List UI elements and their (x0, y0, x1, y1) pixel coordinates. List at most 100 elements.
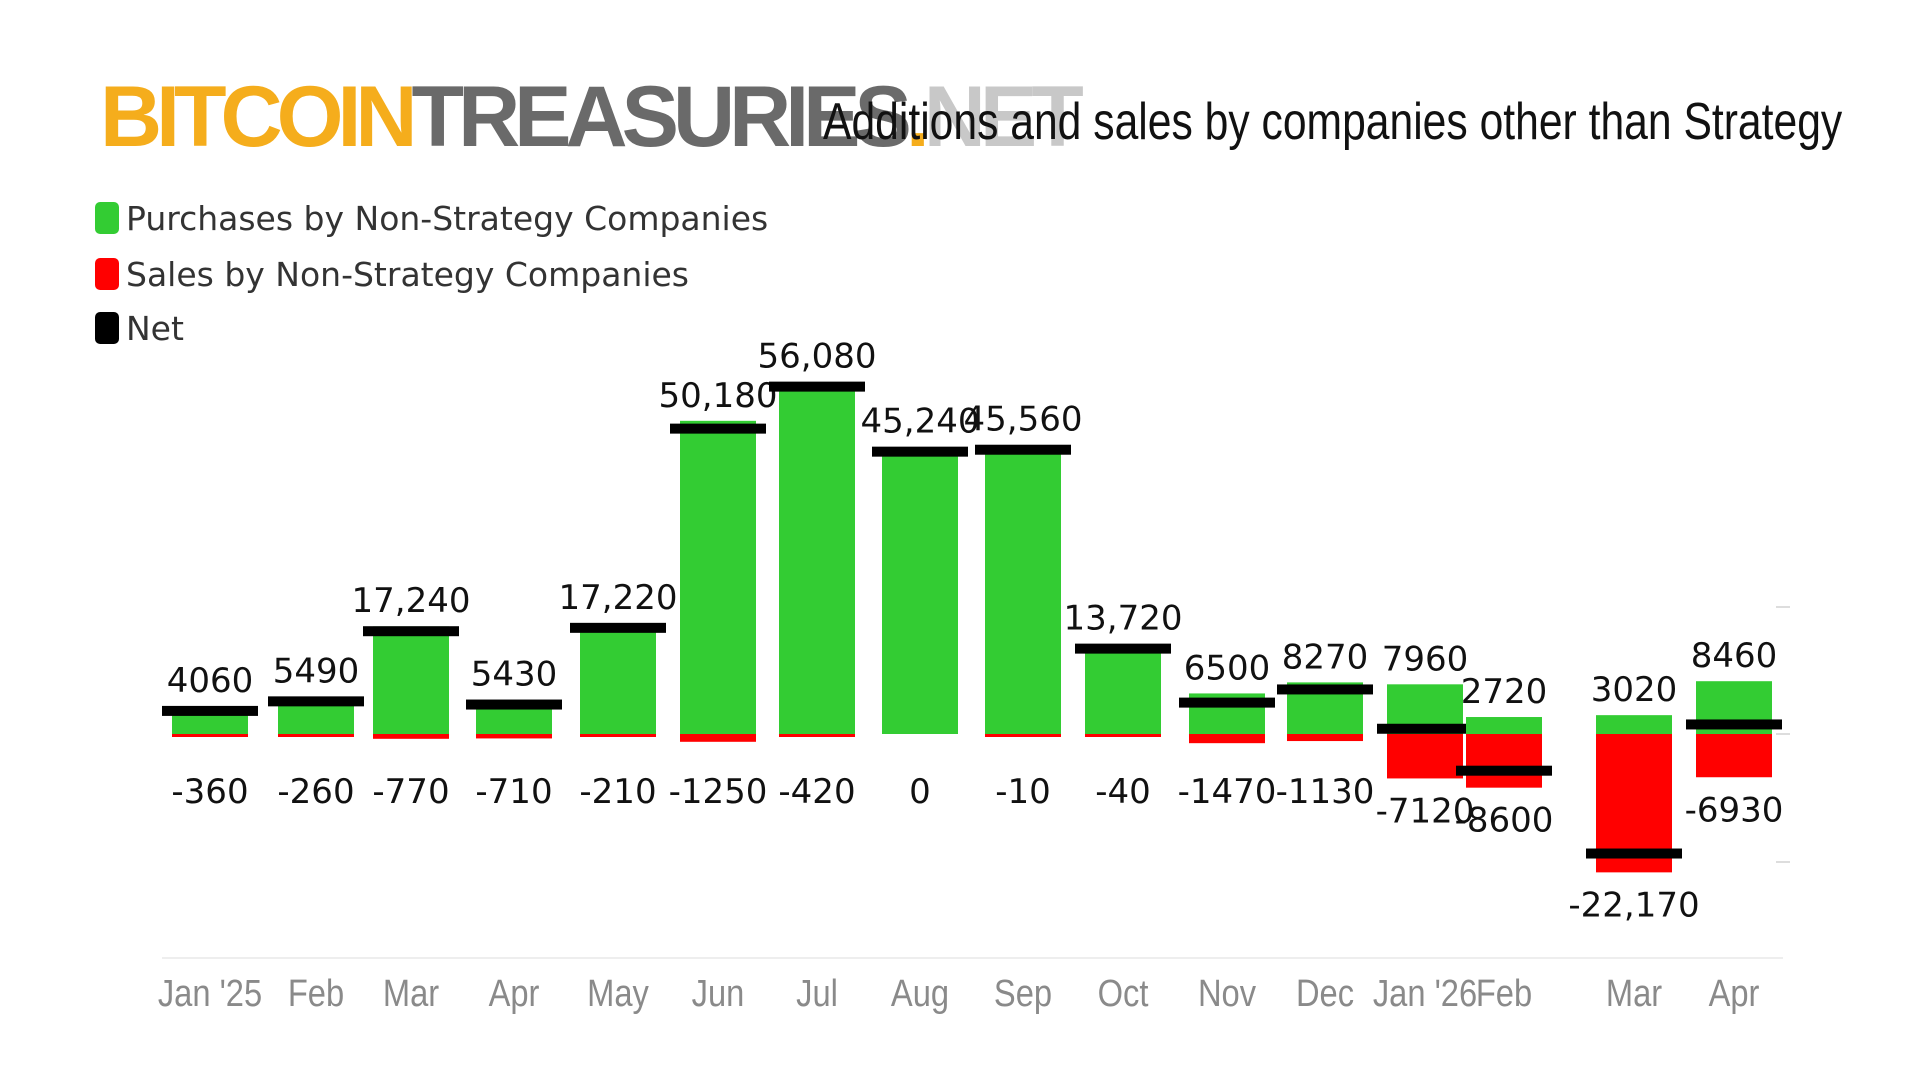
sales-value-label: -8600 (1455, 801, 1554, 841)
purchase-bar (680, 420, 756, 734)
net-marker (268, 696, 364, 707)
purchase-value-label: 6500 (1184, 648, 1271, 688)
sales-value-label: -40 (1095, 772, 1151, 812)
purchase-value-label: 3020 (1591, 670, 1678, 710)
net-marker (1686, 719, 1782, 730)
sales-value-label: -210 (579, 772, 656, 812)
sales-value-label: -10 (995, 772, 1051, 812)
x-tick-label: Jan '25 (158, 972, 262, 1015)
legend-label-net: Net (126, 308, 184, 348)
x-tick-label: Apr (1709, 972, 1760, 1015)
net-marker (466, 699, 562, 710)
purchase-value-label: 5490 (273, 651, 360, 691)
sales-bar (985, 734, 1061, 737)
chart-title: Additions and sales by companies other t… (823, 93, 1843, 151)
x-tick-label: Mar (1606, 972, 1662, 1015)
x-tick-label: Mar (383, 972, 439, 1015)
sales-value-label: 0 (909, 772, 931, 812)
x-tick-label: Jul (796, 972, 838, 1015)
sales-value-label: -710 (475, 772, 552, 812)
purchase-value-label: 17,220 (559, 578, 678, 618)
purchase-bar (1596, 715, 1672, 734)
brand-logo: BITCOIN TREASURIES. NET (100, 62, 1084, 172)
x-tick-label: Feb (288, 972, 344, 1015)
purchase-bar (580, 626, 656, 734)
sales-value-label: -770 (372, 772, 449, 812)
purchase-value-label: 8460 (1691, 636, 1778, 676)
sales-value-label: -6930 (1685, 790, 1784, 830)
brand-logo-net: NET (923, 68, 1084, 165)
x-tick-label: Jan '26 (1373, 972, 1477, 1015)
sales-bar (1085, 734, 1161, 737)
legend-item-sales: Sales by Non-Strategy Companies (95, 252, 768, 296)
net-marker (162, 705, 258, 716)
sales-bar (1466, 734, 1542, 788)
sales-value-label: -260 (277, 772, 354, 812)
sales-bar (1387, 734, 1463, 779)
sales-value-label: -360 (171, 772, 248, 812)
purchase-value-label: 17,240 (352, 581, 471, 621)
purchase-value-label: 2720 (1461, 672, 1548, 712)
sales-value-label: -1470 (1178, 772, 1277, 812)
legend-swatch-net (95, 312, 119, 344)
sales-bar (580, 734, 656, 737)
purchase-value-label: 5430 (471, 655, 558, 695)
x-tick-label: Sep (994, 972, 1052, 1015)
net-marker (570, 622, 666, 633)
legend-item-purchases: Purchases by Non-Strategy Companies (95, 196, 768, 240)
sales-value-label: -7120 (1376, 791, 1475, 831)
net-marker (975, 444, 1071, 455)
sales-bar (779, 734, 855, 737)
purchase-value-label: 8270 (1282, 637, 1369, 677)
legend-label-purchases: Purchases by Non-Strategy Companies (126, 198, 769, 238)
net-marker (769, 381, 865, 392)
purchase-bar (779, 384, 855, 734)
sales-value-label: -1250 (669, 772, 768, 812)
purchase-value-label: 50,180 (659, 376, 778, 416)
sales-bar (373, 734, 449, 739)
purchase-bar (1085, 648, 1161, 734)
x-tick-label: Dec (1296, 972, 1354, 1015)
net-marker (872, 446, 968, 457)
x-tick-label: Oct (1098, 972, 1149, 1015)
net-marker (1586, 848, 1682, 859)
net-marker (1075, 643, 1171, 654)
sales-bar (278, 734, 354, 737)
purchase-value-label: 4060 (167, 661, 254, 701)
sales-bar (476, 734, 552, 739)
x-tick-label: Aug (891, 972, 949, 1015)
brand-logo-bitcoin: BITCOIN (100, 68, 418, 165)
sales-bar (172, 734, 248, 737)
purchase-value-label: 56,080 (758, 337, 877, 377)
purchase-bar (1466, 717, 1542, 734)
brand-logo-treasuries: TREASURIES (411, 68, 912, 165)
sales-bar (1696, 734, 1772, 778)
purchase-bar (882, 451, 958, 734)
legend-item-net: Net (95, 306, 768, 350)
net-marker (1179, 697, 1275, 708)
x-tick-label: Jun (692, 972, 745, 1015)
purchase-value-label: 45,240 (861, 402, 980, 442)
sales-bar (680, 734, 756, 742)
purchase-value-label: 13,720 (1064, 599, 1183, 639)
x-tick-label: Feb (1476, 972, 1532, 1015)
net-marker (670, 423, 766, 434)
purchase-bar (373, 626, 449, 734)
net-marker (363, 626, 459, 637)
sales-value-label: -420 (778, 772, 855, 812)
sales-value-label: -22,170 (1568, 885, 1699, 925)
purchase-bar (985, 449, 1061, 734)
net-marker (1277, 684, 1373, 695)
sales-bar (1287, 734, 1363, 742)
x-tick-label: Nov (1198, 972, 1256, 1015)
net-marker (1377, 723, 1473, 734)
x-tick-label: May (587, 972, 649, 1015)
purchase-value-label: 7960 (1382, 639, 1469, 679)
purchase-value-label: 45,560 (964, 400, 1083, 440)
net-marker (1456, 765, 1552, 776)
x-tick-label: Apr (489, 972, 540, 1015)
chart-legend: Purchases by Non-Strategy Companies Sale… (95, 196, 768, 362)
legend-label-sales: Sales by Non-Strategy Companies (126, 254, 689, 294)
legend-swatch-sales (95, 258, 119, 290)
